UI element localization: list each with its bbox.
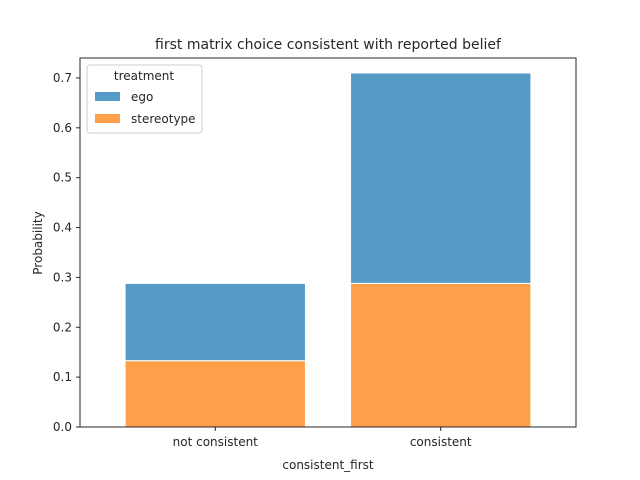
y-tick-label: 0.7 [53, 71, 72, 85]
x-tick-label-consistent: consistent [410, 435, 472, 449]
legend-swatch-stereotype [95, 114, 120, 123]
bar-ego-not-consistent [124, 282, 306, 362]
legend-swatch-ego [95, 92, 120, 101]
x-tick-label-not-consistent: not consistent [173, 435, 259, 449]
y-axis-label: Probability [31, 211, 45, 274]
plot-frame [79, 57, 577, 428]
y-tick-label: 0.3 [53, 270, 72, 284]
x-axis: not consistent consistent [173, 427, 472, 449]
y-tick-label: 0.0 [53, 420, 72, 434]
legend: treatment ego stereotype [86, 64, 203, 134]
legend-title: treatment [114, 69, 174, 83]
bar-ego-consistent [350, 72, 532, 284]
y-tick-label: 0.6 [53, 121, 72, 135]
bar-stereotype-not-consistent [124, 360, 306, 428]
chart-title: first matrix choice consistent with repo… [155, 37, 502, 53]
bar-stereotype-consistent [350, 282, 532, 428]
y-tick-label: 0.1 [53, 370, 72, 384]
y-tick-label: 0.2 [53, 320, 72, 334]
y-axis: 0.0 0.1 0.2 0.3 0.4 0.5 0.6 0.7 [53, 71, 80, 434]
legend-label-ego: ego [131, 90, 153, 104]
legend-label-stereotype: stereotype [131, 112, 196, 126]
y-tick-label: 0.5 [53, 171, 72, 185]
y-tick-label: 0.4 [53, 221, 72, 235]
plot-area [124, 72, 532, 428]
x-axis-label: consistent_first [282, 458, 374, 472]
